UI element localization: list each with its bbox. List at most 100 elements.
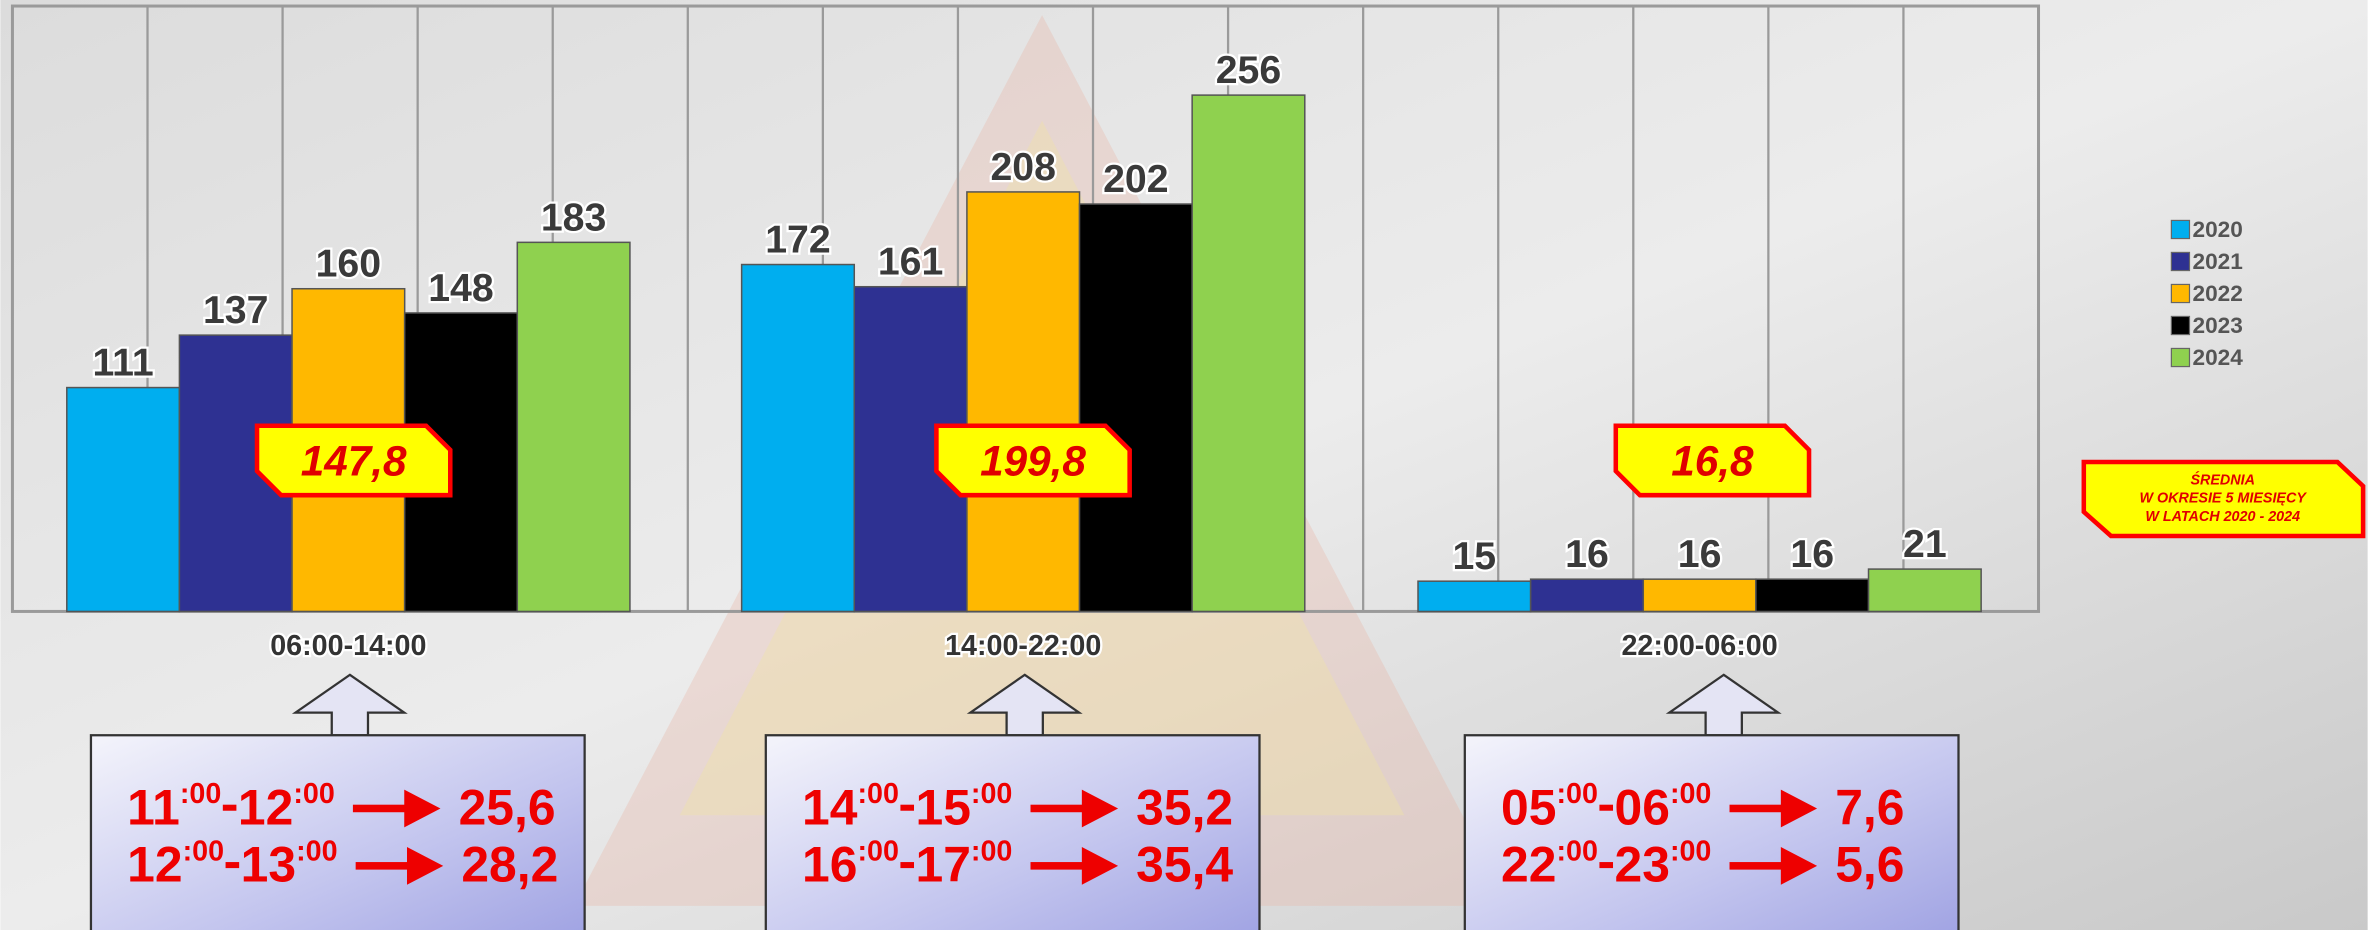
dash (1599, 804, 1614, 811)
info-box (89, 734, 586, 930)
average-label: 199,8 (980, 438, 1086, 485)
time-hour: 05 (1501, 779, 1556, 835)
arrow-head (1081, 789, 1119, 828)
time-minutes: :00 (1556, 778, 1597, 810)
info-box (764, 734, 1261, 930)
data-label: 16 (1565, 532, 1609, 576)
arrow-head (404, 789, 441, 828)
bar (1529, 578, 1645, 613)
time-hour: 12 (127, 837, 182, 893)
data-label: 208 (990, 145, 1056, 189)
legend-label: 2023 (2193, 313, 2243, 338)
time-minutes: :00 (296, 836, 337, 868)
legend-swatch (2170, 251, 2191, 272)
time-minutes: :00 (857, 778, 898, 810)
time-minutes: :00 (1556, 836, 1597, 868)
data-label: 16 (1678, 532, 1722, 576)
data-label: 111 (93, 340, 154, 384)
time-hour: 14 (802, 779, 858, 835)
data-label: 202 (1103, 157, 1169, 201)
data-label: 137 (203, 288, 269, 332)
legend-swatch (2170, 283, 2191, 304)
dash (1599, 862, 1614, 869)
x-tick-label: 14:00-22:00 (945, 630, 1101, 662)
arrow-shaft (1729, 804, 1784, 813)
time-hour: 16 (802, 837, 857, 893)
time-minutes: :00 (1670, 778, 1711, 810)
arrow-shaft (1030, 804, 1085, 813)
data-label: 21 (1903, 522, 1947, 566)
bar (740, 263, 856, 613)
arrow-head (1780, 789, 1818, 828)
average-badge (934, 423, 1132, 498)
average-badge (254, 423, 453, 498)
arrow-shaft (1030, 862, 1085, 870)
info-box (1463, 734, 1960, 930)
legend-label: 2022 (2193, 281, 2243, 306)
time-minutes: :00 (183, 836, 224, 868)
x-tick-label: 06:00-14:00 (270, 630, 426, 662)
bar (1191, 94, 1306, 613)
bar (1867, 568, 1982, 613)
arrow-head (1780, 846, 1818, 885)
legend-label: 2024 (2193, 345, 2244, 370)
bar (966, 191, 1081, 613)
bar (1642, 578, 1757, 613)
hour-value: 25,6 (459, 779, 556, 835)
time-hour: 06 (1615, 779, 1670, 835)
time-hour: 15 (916, 779, 971, 835)
data-label: 172 (765, 217, 831, 261)
data-label: 15 (1452, 534, 1496, 578)
legend-label: 2021 (2193, 249, 2243, 274)
hour-value: 5,6 (1835, 837, 1904, 893)
dash (225, 862, 240, 869)
legend-label: 2020 (2193, 217, 2243, 242)
note-line: ŚREDNIA (2190, 471, 2254, 489)
bar (1078, 203, 1193, 613)
bar (516, 241, 631, 613)
time-hour: 22 (1501, 837, 1556, 893)
dash (900, 862, 915, 869)
data-label: 148 (428, 266, 494, 310)
dash (900, 804, 915, 811)
hour-value: 35,2 (1136, 779, 1233, 835)
data-label: 161 (878, 240, 944, 284)
x-tick-label: 22:00-06:00 (1621, 630, 1777, 662)
data-label: 183 (541, 195, 607, 239)
bar (66, 386, 181, 613)
note-line: W LATACH 2020 - 2024 (2145, 509, 2300, 525)
data-label: 256 (1216, 48, 1282, 92)
arrow-head (406, 846, 444, 885)
time-minutes: :00 (857, 836, 898, 868)
data-label: 16 (1790, 532, 1834, 576)
note-line: W OKRESIE 5 MIESIĘCY (2139, 491, 2307, 507)
time-minutes: :00 (180, 778, 221, 810)
time-minutes: :00 (971, 778, 1012, 810)
time-hour: 17 (916, 837, 971, 893)
legend-swatch (2170, 347, 2191, 368)
average-badge (1613, 423, 1812, 498)
bar (1755, 578, 1870, 613)
hour-value: 35,4 (1136, 837, 1233, 893)
time-minutes: :00 (971, 836, 1012, 868)
time-minutes: :00 (293, 778, 334, 810)
arrow-shaft (1729, 862, 1784, 870)
arrow-shaft (355, 862, 411, 870)
average-label: 16,8 (1671, 438, 1754, 485)
time-hour: 12 (238, 779, 293, 835)
time-hour: 13 (241, 837, 296, 893)
arrow-shaft (352, 804, 408, 813)
average-label: 147,8 (301, 438, 407, 485)
hour-value: 7,6 (1835, 779, 1904, 835)
time-hour: 23 (1615, 837, 1670, 893)
time-minutes: :00 (1670, 836, 1711, 868)
arrow-head (1081, 846, 1119, 885)
legend-swatch (2170, 219, 2191, 240)
data-label: 160 (316, 242, 382, 286)
legend-swatch (2170, 315, 2191, 336)
note-shape (2081, 459, 2366, 539)
dash (222, 804, 237, 811)
bar (1417, 580, 1532, 613)
